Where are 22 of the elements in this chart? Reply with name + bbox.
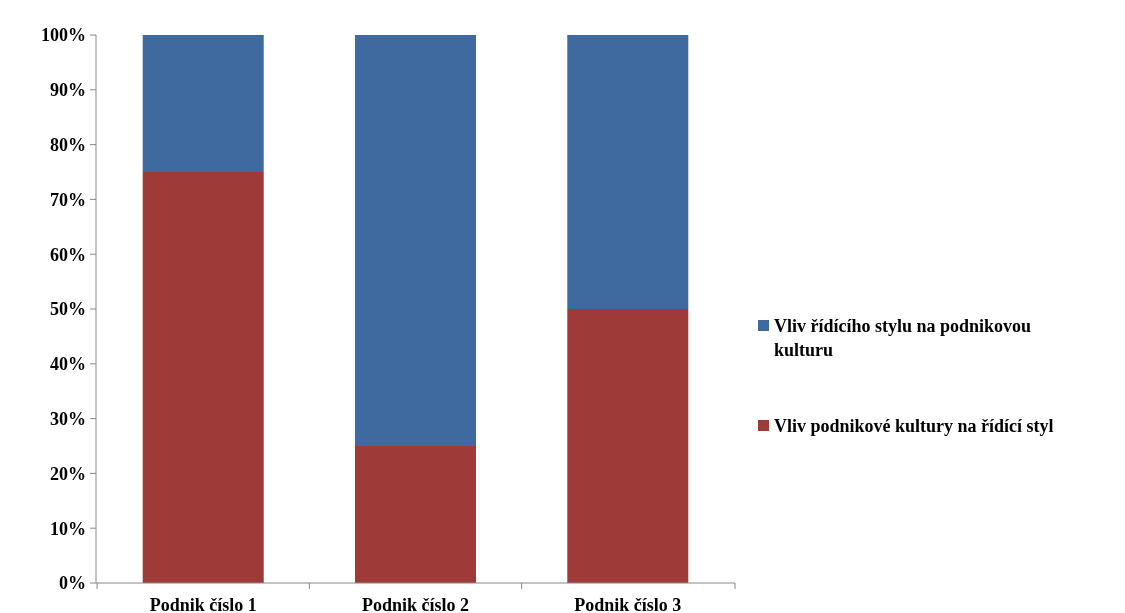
y-tick-label: 40% <box>50 354 86 375</box>
y-tick-label: 0% <box>59 573 86 594</box>
y-tick-label: 90% <box>50 80 86 101</box>
bar <box>567 309 689 583</box>
legend-label: Vliv řídícího stylu na podnikovou kulturu <box>774 316 1032 360</box>
y-tick-label: 100% <box>41 25 86 46</box>
x-tick-label: Podnik číslo 1 <box>149 595 257 613</box>
legend-label: Vliv podnikové kultury na řídící styl <box>774 416 1054 437</box>
x-tick-label: Podnik číslo 3 <box>574 595 682 613</box>
y-tick-label: 20% <box>50 463 86 484</box>
bar <box>355 446 476 583</box>
y-tick-label: 10% <box>50 518 86 539</box>
y-tick-label: 60% <box>50 244 86 265</box>
bar <box>142 35 264 172</box>
y-tick-label: 80% <box>50 134 86 155</box>
bar <box>355 35 476 446</box>
y-tick-label: 70% <box>50 189 86 210</box>
bar <box>567 35 689 309</box>
x-tick-label: Podnik číslo 2 <box>361 595 470 613</box>
bar <box>142 172 264 583</box>
y-tick-label: 30% <box>50 408 86 429</box>
y-tick-label: 50% <box>50 299 86 320</box>
